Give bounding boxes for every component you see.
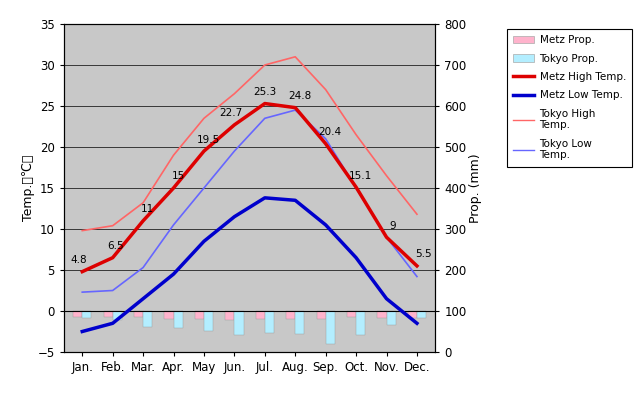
Text: 5.5: 5.5 <box>415 249 431 259</box>
Text: 20.4: 20.4 <box>319 127 342 137</box>
Text: 9: 9 <box>389 221 396 231</box>
Bar <box>173 311 182 328</box>
Text: 25.3: 25.3 <box>253 87 276 97</box>
Text: 4.8: 4.8 <box>71 255 88 265</box>
Text: 15: 15 <box>172 172 185 182</box>
Bar <box>356 311 365 334</box>
Bar <box>256 311 265 319</box>
Bar <box>408 311 417 318</box>
Bar <box>378 311 387 318</box>
Bar <box>295 311 305 334</box>
Bar <box>317 311 326 319</box>
Text: 15.1: 15.1 <box>349 171 372 181</box>
Text: 11: 11 <box>141 204 154 214</box>
Bar <box>113 311 122 320</box>
Text: 19.5: 19.5 <box>197 134 220 144</box>
Bar <box>234 311 243 334</box>
Bar <box>164 311 173 319</box>
Bar <box>417 311 426 318</box>
Bar <box>195 311 204 319</box>
Text: 6.5: 6.5 <box>108 241 124 251</box>
Bar <box>134 311 143 318</box>
Text: 24.8: 24.8 <box>288 91 312 101</box>
Bar <box>83 311 92 318</box>
Bar <box>104 311 113 318</box>
Legend: Metz Prop., Tokyo Prop., Metz High Temp., Metz Low Temp., Tokyo High
Temp., Toky: Metz Prop., Tokyo Prop., Metz High Temp.… <box>508 29 632 166</box>
Bar <box>73 311 83 318</box>
Y-axis label: Temp.（℃）: Temp.（℃） <box>22 155 35 221</box>
Bar <box>143 311 152 327</box>
Bar <box>326 311 335 344</box>
Bar <box>286 311 295 319</box>
Bar <box>347 311 356 318</box>
Y-axis label: Prop. (mm): Prop. (mm) <box>469 153 483 223</box>
Bar <box>265 311 274 333</box>
Bar <box>387 311 396 324</box>
Text: 22.7: 22.7 <box>220 108 243 118</box>
Bar <box>225 311 234 320</box>
Bar <box>204 311 213 331</box>
